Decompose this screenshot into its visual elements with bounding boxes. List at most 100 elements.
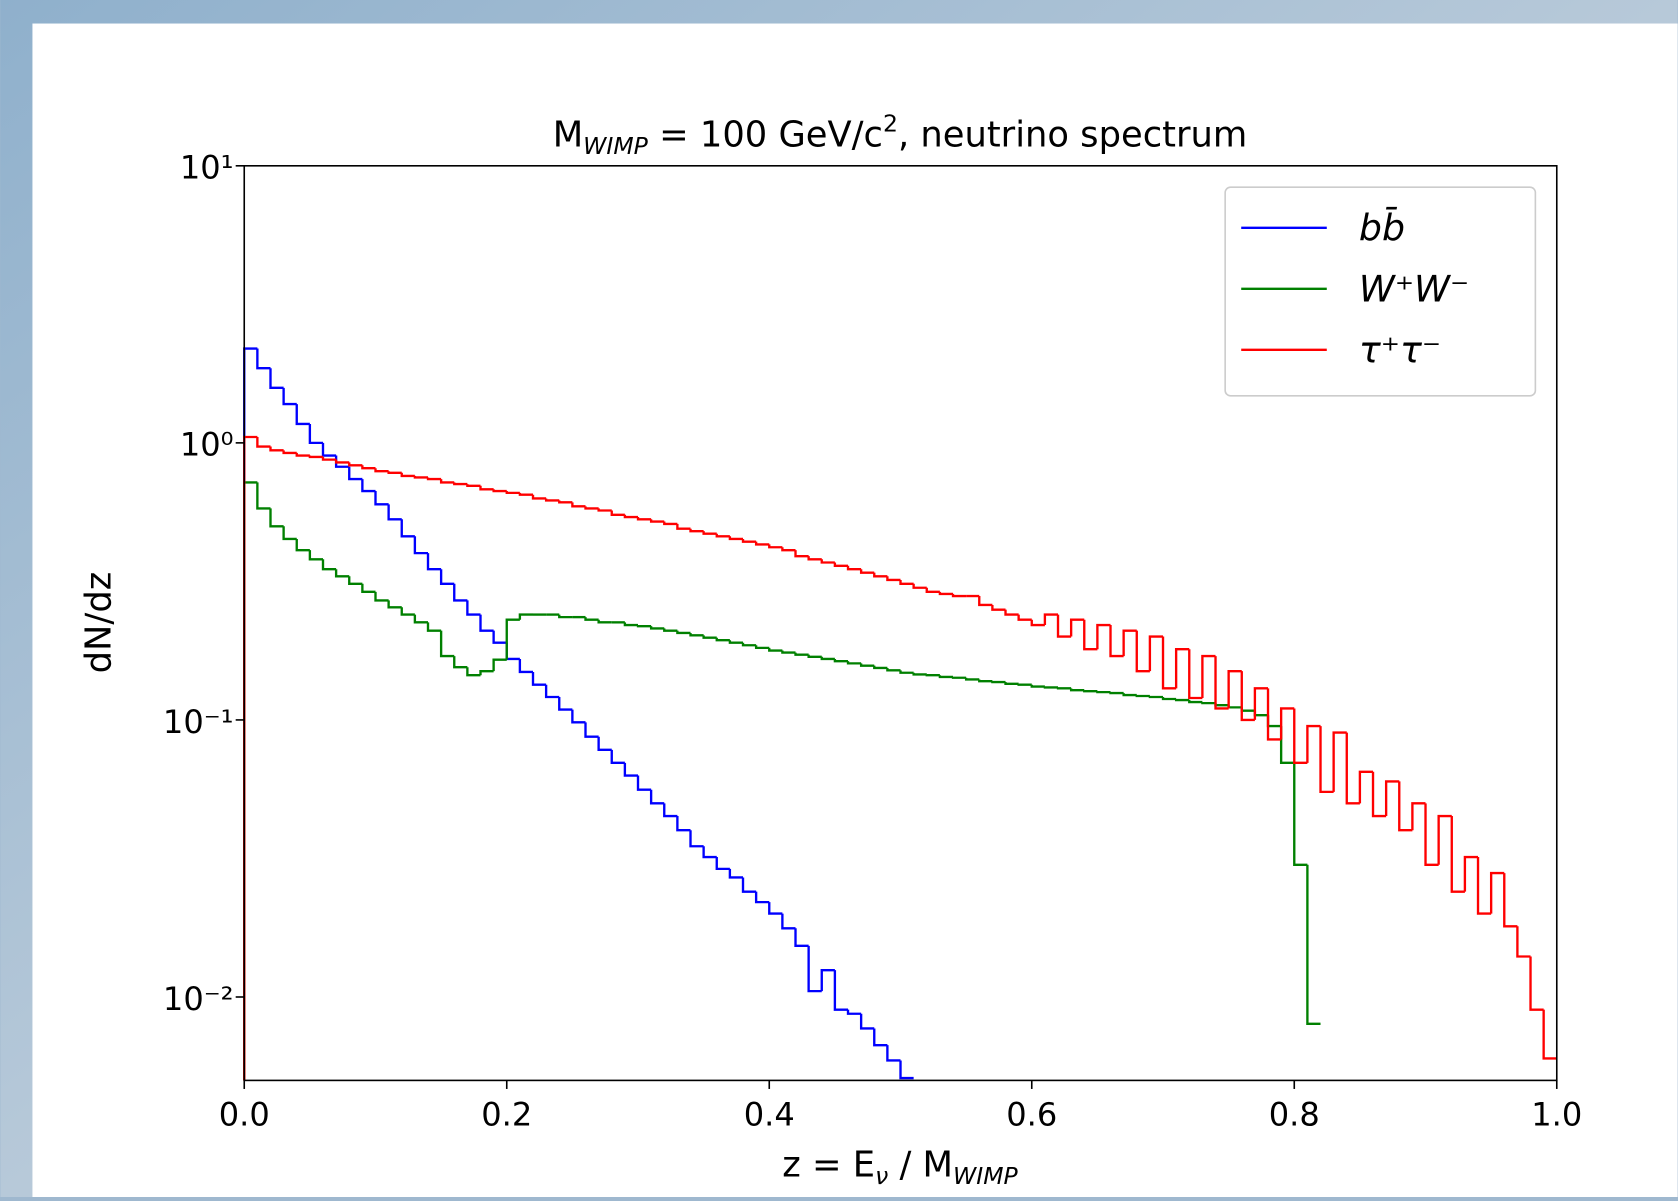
x-tick-label: 0.0	[219, 1095, 270, 1133]
histogram-step	[1174, 698, 1190, 702]
histogram-step	[676, 630, 691, 635]
histogram-step	[1227, 669, 1242, 709]
histogram-step	[361, 479, 376, 493]
x-tick-label: 0.2	[481, 1095, 532, 1133]
histogram-step	[1109, 625, 1124, 658]
histogram-step	[689, 528, 704, 533]
histogram-step	[1319, 726, 1334, 794]
histogram-step	[833, 658, 849, 663]
histogram-step	[1030, 684, 1045, 688]
histogram-step	[1516, 926, 1531, 958]
histogram-step	[676, 816, 691, 832]
histogram-step	[1030, 619, 1045, 627]
histogram-step	[518, 613, 534, 620]
histogram-step	[649, 519, 665, 523]
y-tick-label: 10⁰	[180, 426, 234, 464]
histogram-step	[649, 626, 665, 630]
xlabel-part: / M	[888, 1145, 953, 1186]
histogram-step	[1122, 693, 1137, 697]
histogram-step	[754, 891, 770, 904]
histogram-step	[1083, 689, 1098, 693]
histogram-step	[348, 462, 363, 467]
histogram-step	[1371, 771, 1387, 818]
x-tick-label: 0.6	[1006, 1095, 1057, 1133]
histogram-step	[308, 455, 323, 459]
histogram-step	[899, 579, 914, 585]
x-tick-label: 0.8	[1269, 1095, 1320, 1133]
histogram-step	[439, 569, 455, 585]
histogram-step	[925, 674, 940, 677]
histogram-step	[426, 477, 442, 481]
histogram-step	[584, 722, 599, 738]
histogram-step	[413, 475, 428, 479]
histogram-step	[1135, 694, 1150, 698]
histogram-step	[610, 510, 625, 516]
histogram-step	[715, 857, 730, 871]
chart-title: MWIMP = 100 GeV/c2, neutrino spectrum	[553, 110, 1248, 160]
histogram-step	[479, 614, 494, 632]
histogram-step	[334, 459, 350, 464]
histogram-step	[453, 583, 468, 602]
histogram-step	[689, 632, 704, 637]
histogram-step	[925, 587, 940, 593]
legend-label: W⁺W⁻	[1359, 268, 1469, 311]
histogram-step	[951, 593, 967, 598]
histogram-step	[413, 536, 428, 555]
histogram-step	[466, 667, 481, 677]
title-part: M	[553, 115, 583, 156]
histogram-step	[439, 479, 455, 484]
histogram-step	[1004, 682, 1019, 685]
title-subscript: WIMP	[583, 132, 648, 160]
xlabel-subscript: WIMP	[953, 1162, 1018, 1190]
histogram-step	[295, 404, 310, 426]
x-tick-label: 1.0	[1531, 1095, 1582, 1133]
histogram-step	[492, 658, 507, 672]
title-part: = 100 GeV/c	[648, 115, 883, 156]
histogram-step	[741, 538, 757, 543]
histogram-step	[1109, 691, 1124, 695]
histogram-step	[1188, 700, 1203, 704]
histogram-step	[768, 647, 783, 652]
histogram-step	[584, 506, 599, 510]
histogram-step	[269, 446, 284, 452]
histogram-step	[1017, 614, 1032, 621]
histogram-step	[400, 607, 415, 616]
histogram-step	[754, 541, 770, 546]
histogram-step	[1384, 780, 1400, 817]
histogram-step	[426, 553, 442, 571]
histogram-step	[964, 677, 980, 681]
histogram-step	[859, 663, 875, 667]
histogram-step	[439, 630, 455, 658]
histogram-step	[636, 775, 652, 791]
histogram-step	[282, 526, 297, 541]
histogram-step	[702, 635, 717, 639]
histogram-step	[912, 672, 927, 676]
x-tick-label: 0.4	[744, 1095, 795, 1133]
histogram-step	[308, 423, 323, 445]
histogram-step	[374, 591, 389, 602]
histogram-step	[558, 500, 573, 504]
histogram-step	[873, 665, 888, 670]
histogram-step	[1279, 707, 1295, 740]
histogram-step	[1174, 648, 1190, 689]
histogram-step	[466, 484, 481, 487]
histogram-step	[1148, 695, 1164, 699]
histogram-step	[321, 456, 337, 461]
histogram-step	[636, 624, 652, 628]
histogram-step	[1542, 1009, 1557, 1060]
histogram-step	[1043, 686, 1059, 689]
histogram-step	[859, 569, 875, 574]
histogram-step	[623, 514, 639, 519]
histogram-step	[886, 667, 901, 672]
histogram-step	[518, 492, 534, 496]
histogram-step	[1122, 629, 1137, 657]
histogram-step	[768, 544, 783, 549]
histogram-step	[1096, 623, 1111, 650]
histogram-step	[597, 508, 612, 512]
histogram-step	[1450, 816, 1465, 893]
histogram-step	[256, 436, 271, 448]
histogram-step	[1306, 724, 1321, 763]
histogram-step	[886, 576, 901, 582]
histogram-step	[820, 559, 835, 564]
histogram-step	[1188, 649, 1203, 700]
